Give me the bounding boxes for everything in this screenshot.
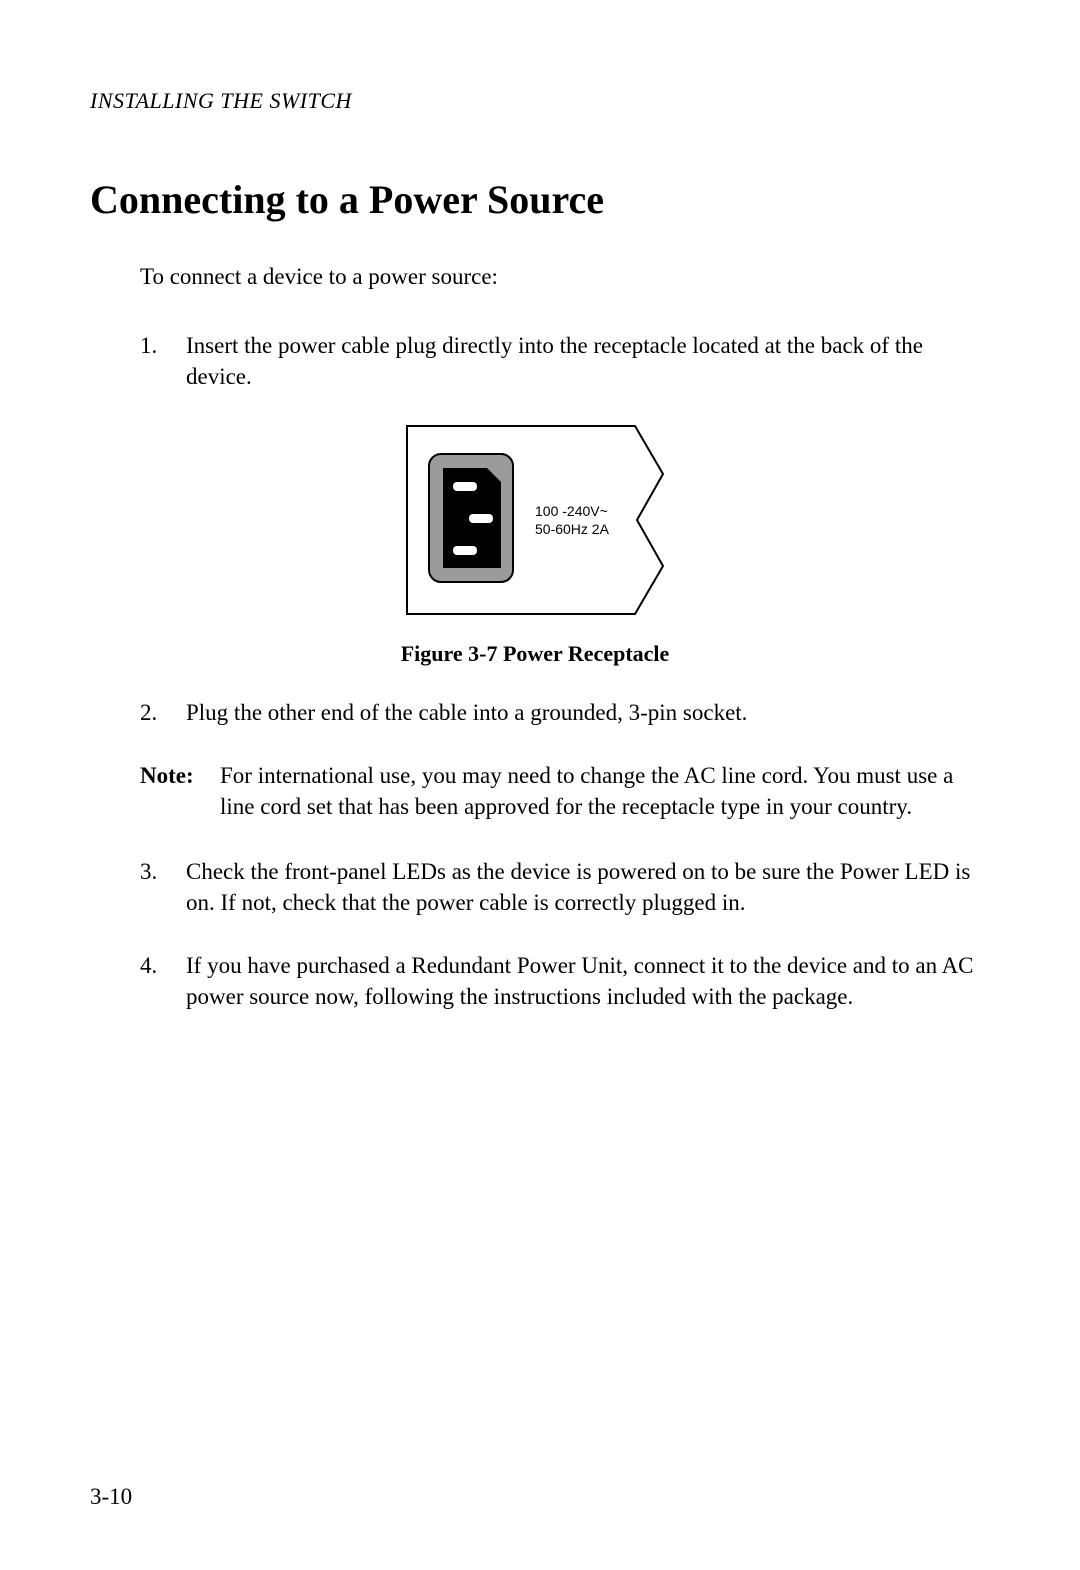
figure-power-receptacle: 100 -240V~ 50-60Hz 2A <box>90 424 980 621</box>
step-4-number: 4. <box>140 950 186 1012</box>
running-header-text: INSTALLING THE SWITCH <box>90 88 352 113</box>
figure-caption: Figure 3-7 Power Receptacle <box>90 641 980 667</box>
step-3-text: Check the front-panel LEDs as the device… <box>186 856 980 918</box>
section-title: Connecting to a Power Source <box>90 176 980 223</box>
svg-text:50-60Hz 2A: 50-60Hz 2A <box>535 521 610 537</box>
note-text: For international use, you may need to c… <box>220 760 980 822</box>
step-1-number: 1. <box>140 330 186 392</box>
step-3: 3. Check the front-panel LEDs as the dev… <box>140 856 980 918</box>
step-4: 4. If you have purchased a Redundant Pow… <box>140 950 980 1012</box>
step-2-number: 2. <box>140 697 186 728</box>
note-label: Note: <box>140 760 220 822</box>
step-list-continued: 2. Plug the other end of the cable into … <box>140 697 980 728</box>
svg-text:100 -240V~: 100 -240V~ <box>535 503 608 519</box>
page-number: 3-10 <box>90 1484 132 1510</box>
intro-text: To connect a device to a power source: <box>140 263 980 292</box>
step-3-number: 3. <box>140 856 186 918</box>
step-4-text: If you have purchased a Redundant Power … <box>186 950 980 1012</box>
note: Note: For international use, you may nee… <box>140 760 980 822</box>
step-2: 2. Plug the other end of the cable into … <box>140 697 980 728</box>
step-2-text: Plug the other end of the cable into a g… <box>186 697 980 728</box>
step-1: 1. Insert the power cable plug directly … <box>140 330 980 392</box>
running-header: INSTALLING THE SWITCH <box>90 88 980 114</box>
step-list-final: 3. Check the front-panel LEDs as the dev… <box>140 856 980 1012</box>
page: INSTALLING THE SWITCH Connecting to a Po… <box>0 0 1080 1570</box>
step-1-text: Insert the power cable plug directly int… <box>186 330 980 392</box>
step-list: 1. Insert the power cable plug directly … <box>140 330 980 392</box>
power-receptacle-icon: 100 -240V~ 50-60Hz 2A <box>405 424 665 616</box>
